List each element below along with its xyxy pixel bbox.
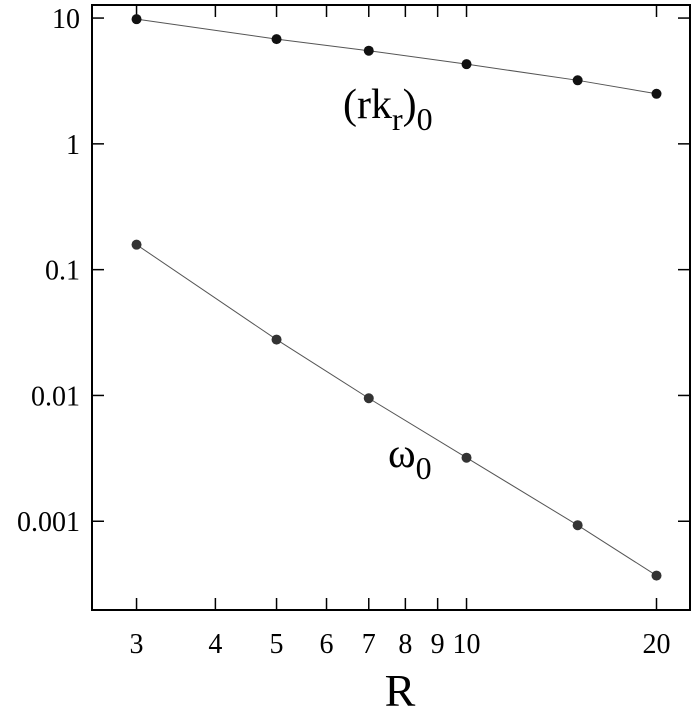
x-tick-label: 10 <box>453 629 481 660</box>
x-tick-label: 20 <box>643 629 671 660</box>
data-point <box>271 334 282 345</box>
data-point <box>363 45 374 56</box>
x-tick-label: 8 <box>398 629 412 660</box>
data-point <box>461 59 472 70</box>
series-label-part: ω <box>388 431 416 477</box>
data-point <box>572 75 583 86</box>
series-label: ω0 <box>388 431 432 486</box>
x-tick-label: 7 <box>362 629 376 660</box>
series-label-part: r <box>392 101 403 137</box>
y-tick-label: 0.01 <box>31 381 80 412</box>
y-tick-label: 1 <box>66 130 80 161</box>
series-label-part: 0 <box>417 101 433 137</box>
data-point <box>572 520 583 531</box>
data-point <box>651 88 662 99</box>
data-point <box>131 239 142 250</box>
x-axis-label: R <box>385 665 416 716</box>
series-line <box>136 244 657 576</box>
x-tick-label: 3 <box>130 629 144 660</box>
data-point <box>461 452 472 463</box>
series-label-part: (rk <box>343 82 392 128</box>
series-label-part: 0 <box>416 450 432 486</box>
x-tick-label: 9 <box>431 629 445 660</box>
x-tick-label: 6 <box>320 629 334 660</box>
x-tick-label: 4 <box>208 629 222 660</box>
data-point <box>271 34 282 45</box>
data-point <box>131 14 142 25</box>
series-line <box>136 18 657 95</box>
data-point <box>651 570 662 581</box>
y-tick-label: 0.001 <box>17 507 80 538</box>
data-point <box>363 393 374 404</box>
y-tick-label: 0.1 <box>45 256 80 287</box>
y-tick-label: 10 <box>52 4 80 35</box>
x-tick-label: 5 <box>270 629 284 660</box>
series-label: (rkr)0 <box>343 82 433 137</box>
series-label-part: ) <box>403 82 417 128</box>
plot-frame <box>91 4 691 611</box>
